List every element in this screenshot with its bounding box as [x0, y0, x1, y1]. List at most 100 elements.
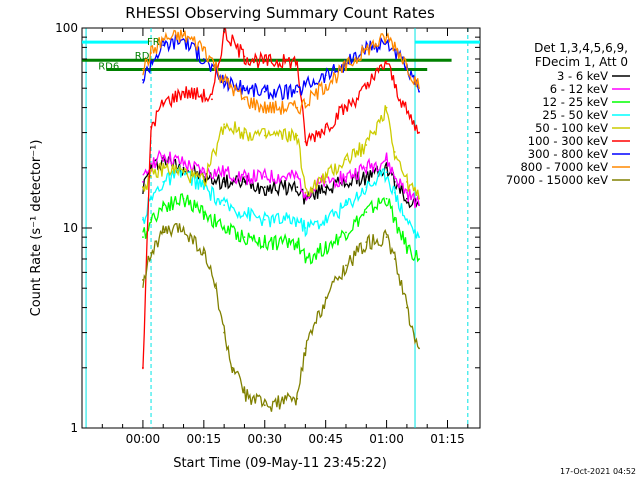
series-3-point-2	[150, 218, 152, 221]
series-3-point-10	[304, 258, 307, 260]
series-6-point-8	[243, 55, 246, 58]
series-5-point-16	[405, 181, 408, 183]
series-8-point-4	[182, 34, 185, 37]
series-8-point-13	[365, 48, 368, 51]
series-2-point-7	[243, 176, 246, 178]
y-tick-label-3: 100	[55, 21, 78, 35]
series-1-point-2	[150, 166, 152, 169]
series-6-point-11	[304, 140, 307, 143]
series-7-point-17	[418, 90, 420, 93]
legend-header-line-2: FDecim 1, Att 0	[535, 55, 628, 69]
series-6-point-14	[365, 87, 368, 90]
legend-label-2: 6 - 12 keV	[550, 82, 608, 96]
series-line-9	[142, 223, 420, 412]
series-5-point-11	[324, 176, 327, 178]
annotation-2: RD	[135, 51, 150, 62]
series-1-point-9	[296, 186, 299, 189]
series-5-point-7	[243, 131, 246, 134]
series-1-point-13	[365, 176, 368, 178]
series-1-point-8	[263, 186, 266, 189]
series-8-point-9	[296, 106, 299, 109]
series-8-point-10	[304, 102, 307, 105]
series-4-point-16	[405, 218, 408, 221]
legend-label-3: 12 - 25 keV	[542, 95, 608, 109]
series-8-point-6	[223, 79, 226, 81]
series-7-point-8	[263, 90, 266, 93]
series-3-point-9	[296, 241, 299, 244]
series-2-point-15	[393, 176, 396, 178]
series-3-point-4	[182, 197, 185, 200]
series-8-point-1	[142, 68, 144, 71]
series-5-point-4	[182, 171, 185, 174]
timestamp: 17-Oct-2021 04:52	[560, 467, 636, 476]
series-7-point-11	[324, 74, 327, 77]
series-8-point-11	[324, 83, 327, 86]
series-5-point-14	[385, 106, 388, 109]
series-5-point-12	[345, 158, 347, 161]
series-3-point-8	[263, 241, 266, 244]
series-9-point-7	[223, 331, 226, 334]
legend-label-6: 100 - 300 keV	[528, 134, 608, 148]
legend-label-9: 7000 - 15000 keV	[506, 173, 608, 187]
series-3-point-15	[393, 218, 396, 221]
series-1-point-14	[385, 166, 388, 169]
series-4-point-2	[150, 197, 152, 200]
chart-title: RHESSI Observing Summary Count Rates	[125, 4, 435, 22]
series-2-point-13	[365, 166, 368, 169]
series-3-point-5	[202, 211, 205, 214]
series-8-point-3	[162, 38, 165, 41]
series-3-point-17	[418, 258, 420, 260]
series-5-point-13	[365, 144, 368, 146]
series-8-point-14	[385, 36, 388, 39]
series-4-point-3	[162, 181, 165, 183]
series-6-point-2	[150, 126, 152, 128]
series-8	[142, 29, 420, 115]
series-1-point-4	[182, 166, 185, 169]
series-3-point-6	[223, 227, 226, 229]
series-9-point-6	[215, 287, 217, 290]
series-4-point-10	[304, 227, 307, 229]
series-6-point-3	[162, 102, 165, 105]
series-7-point-3	[162, 44, 165, 47]
series-9-point-17	[393, 258, 396, 260]
series-4-point-7	[243, 211, 246, 214]
series-9-point-5	[202, 252, 205, 254]
series-2-point-1	[142, 181, 144, 183]
x-tick-label-5: 01:00	[369, 432, 404, 446]
series-5-point-17	[418, 197, 420, 200]
series-8-point-7	[243, 98, 246, 101]
series-6-point-5	[202, 94, 205, 97]
series-line-7	[142, 33, 420, 101]
series-4-point-1	[142, 218, 144, 221]
legend-label-1: 3 - 6 keV	[557, 69, 608, 83]
series-5-point-10	[304, 191, 307, 194]
series-5-point-15	[393, 151, 396, 153]
series-1-point-15	[393, 181, 396, 183]
series-8-point-15	[393, 44, 396, 47]
series-line-3	[142, 193, 420, 265]
legend: Det 1,3,4,5,6,9, FDecim 1, Att 0 3 - 6 k…	[506, 41, 630, 187]
series-8-point-8	[263, 106, 266, 109]
series-6-point-16	[393, 83, 396, 86]
series-6-point-4	[182, 90, 185, 93]
series-6-point-17	[405, 111, 408, 113]
series-7-point-4	[182, 38, 185, 41]
series-9-point-18	[405, 306, 408, 309]
legend-label-7: 300 - 800 keV	[528, 147, 608, 161]
series-9-point-14	[345, 264, 347, 267]
series-5-point-2	[150, 176, 152, 178]
x-tick-label-6: 01:15	[430, 432, 465, 446]
series-4-point-8	[263, 218, 266, 221]
series-6-point-12	[324, 126, 327, 128]
series-4-point-11	[324, 218, 327, 221]
series-7-point-2	[150, 60, 152, 63]
series-9-point-9	[243, 391, 246, 394]
series-2-point-6	[223, 171, 226, 174]
series-9-point-1	[142, 279, 144, 281]
series-2-point-12	[345, 176, 347, 178]
legend-label-5: 50 - 100 keV	[535, 121, 608, 135]
series-8-point-5	[202, 46, 205, 49]
series-8-point-12	[345, 65, 347, 68]
series-9-point-4	[182, 227, 185, 229]
